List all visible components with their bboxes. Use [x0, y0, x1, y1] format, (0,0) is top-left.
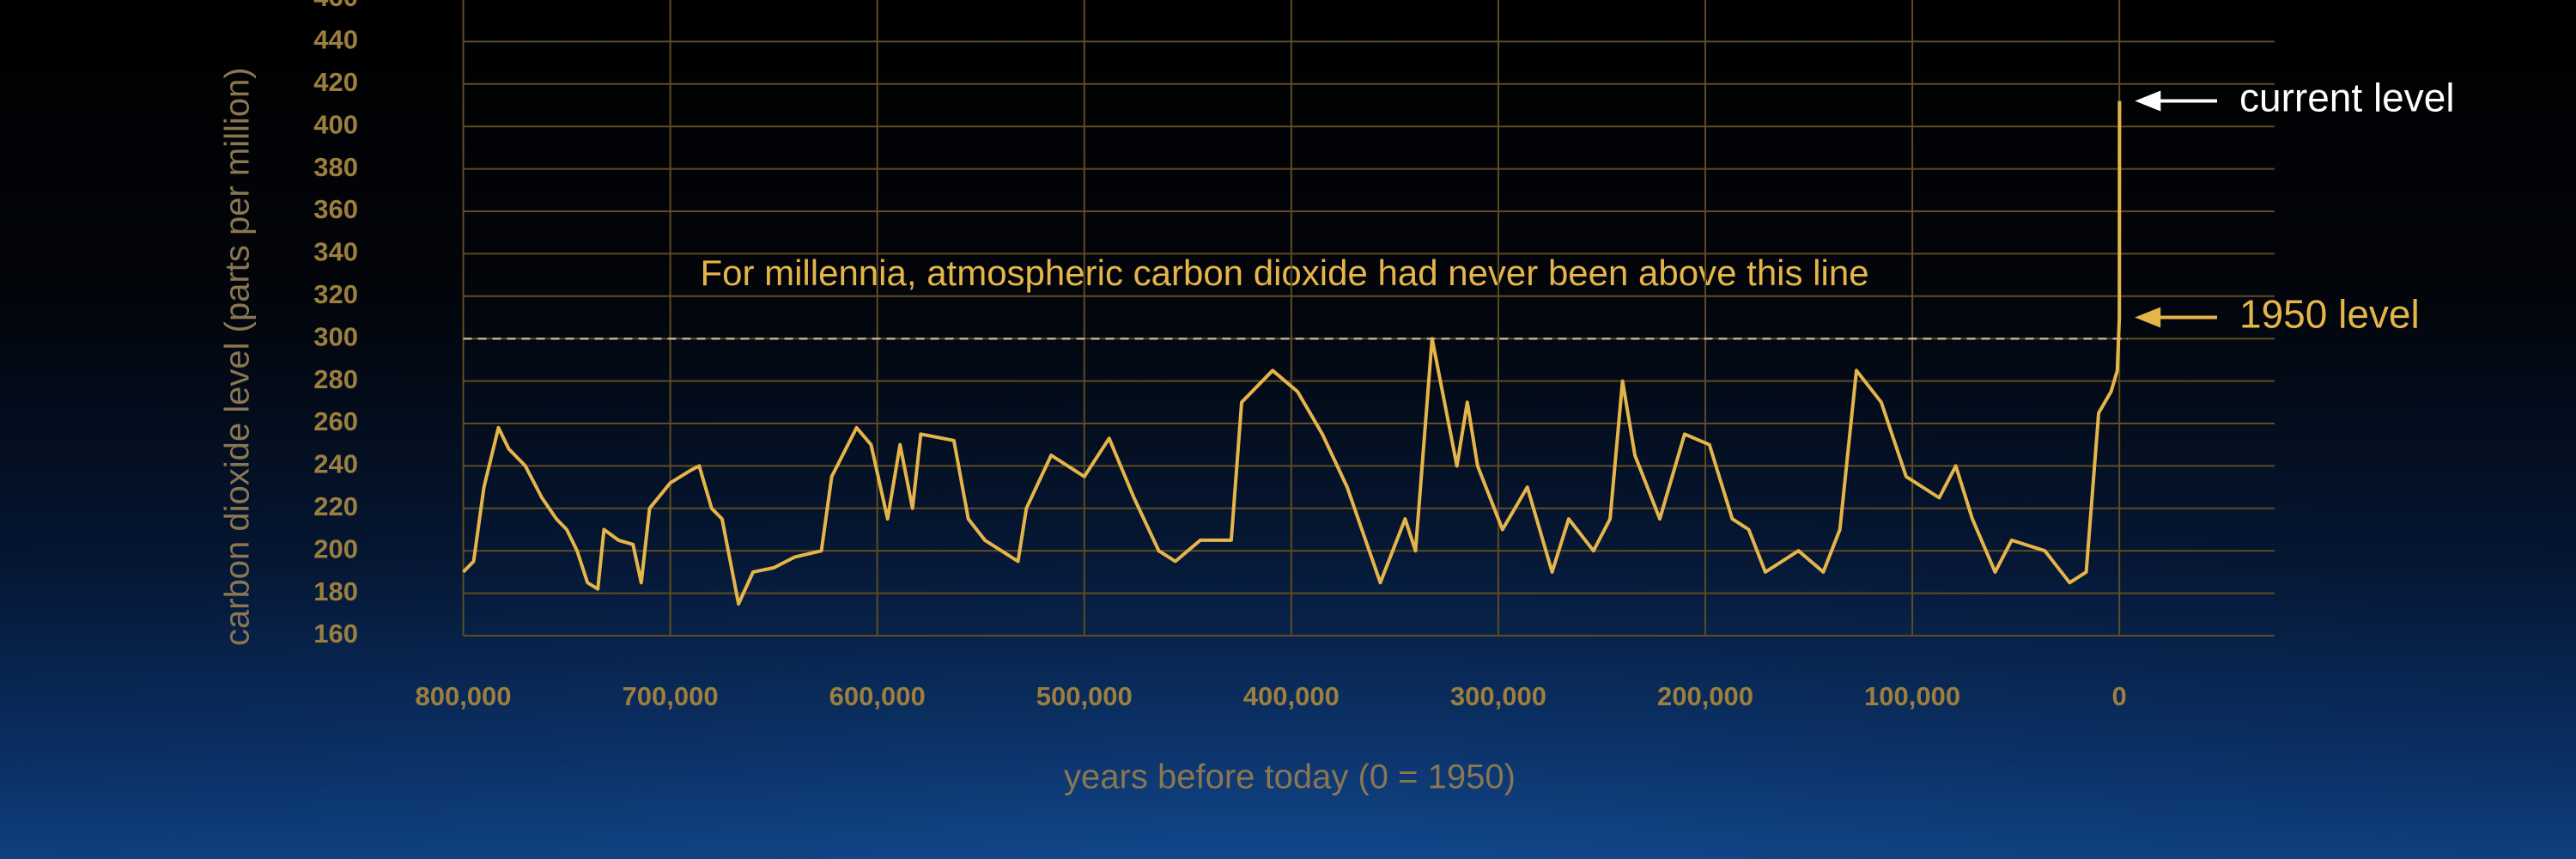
- arrow-head: [2135, 90, 2161, 112]
- x-tick-label: 200,000: [1657, 681, 1753, 711]
- x-tick-label: 800,000: [415, 681, 511, 711]
- y-tick-label: 400: [313, 109, 358, 139]
- y-tick-label: 420: [313, 67, 358, 97]
- y-tick-label: 260: [313, 406, 358, 436]
- annotation: 1950 level: [2239, 292, 2420, 337]
- data-line: [462, 101, 2122, 606]
- y-tick-label: 240: [313, 449, 358, 479]
- y-tick-label: 460: [313, 0, 358, 12]
- y-tick-label: 320: [313, 279, 358, 309]
- y-tick-label: 360: [313, 194, 358, 224]
- x-axis-label: years before today (0 = 1950): [1064, 758, 1516, 796]
- y-tick-label: 440: [313, 25, 358, 55]
- x-tick-label: 100,000: [1864, 681, 1960, 711]
- y-tick-label: 340: [313, 237, 358, 267]
- y-tick-label: 160: [313, 618, 358, 649]
- x-tick-label: 300,000: [1450, 681, 1546, 711]
- y-tick-label: 300: [313, 321, 358, 351]
- annotation: current level: [2239, 76, 2455, 120]
- x-tick-label: 500,000: [1036, 681, 1133, 711]
- y-tick-label: 200: [313, 533, 358, 564]
- x-tick-label: 400,000: [1243, 681, 1340, 711]
- y-tick-label: 220: [313, 491, 358, 521]
- y-tick-label: 280: [313, 364, 358, 394]
- arrow-head: [2135, 307, 2161, 328]
- y-axis-label: carbon dioxide level (parts per million): [219, 67, 257, 646]
- annotation: For millennia, atmospheric carbon dioxid…: [700, 253, 1868, 293]
- x-tick-label: 0: [2112, 681, 2127, 711]
- x-tick-label: 600,000: [829, 681, 926, 711]
- y-tick-label: 180: [313, 576, 358, 606]
- y-tick-label: 380: [313, 152, 358, 182]
- x-tick-label: 700,000: [623, 681, 719, 711]
